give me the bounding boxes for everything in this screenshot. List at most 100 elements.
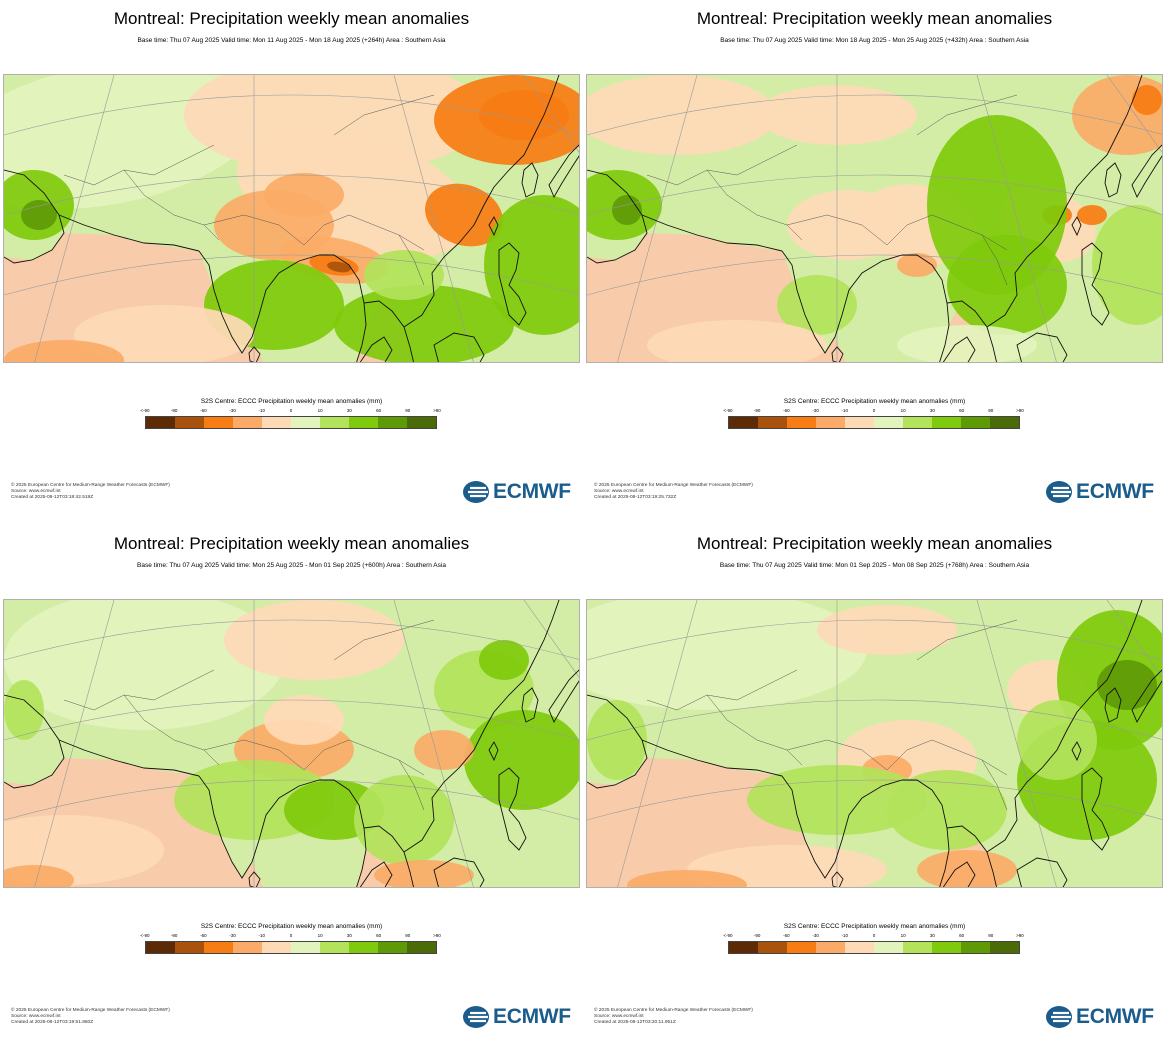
anomaly-map <box>3 599 580 888</box>
anomaly-region <box>224 600 404 680</box>
colorbar-segment <box>378 942 407 953</box>
coastline <box>831 346 844 362</box>
forecast-panel-3: Montreal: Precipitation weekly mean anom… <box>0 525 583 1050</box>
colorbar-tick-label: 10 <box>900 933 906 938</box>
anomaly-map <box>586 74 1163 363</box>
country-border <box>123 694 220 766</box>
anomaly-region <box>374 860 474 887</box>
footer-copyright: © 2025 European Centre for Medium-Range … <box>594 1008 753 1013</box>
colorbar-segment <box>262 942 291 953</box>
footer-source: Source: www.ecmwf.int <box>11 1013 61 1019</box>
coastline <box>548 669 579 724</box>
colorbar-segment <box>320 417 349 428</box>
colorbar-tick-label: -60 <box>200 408 207 413</box>
country-border <box>786 214 888 246</box>
coastline <box>587 694 648 789</box>
graticule-line <box>587 94 1162 136</box>
coastline <box>781 250 903 354</box>
colorbar-tick-label: >90 <box>1016 408 1024 413</box>
coastline <box>198 775 320 879</box>
footer-created: Created at 2025-08-12T03:20:11.951Z <box>594 1019 676 1025</box>
country-border <box>981 234 1008 286</box>
panel-subtitle: Base time: Thu 07 Aug 2025 Valid time: M… <box>137 562 446 569</box>
colorbar-segment <box>291 942 320 953</box>
anomaly-region <box>817 605 957 655</box>
colorbar-tick-label: 60 <box>959 933 965 938</box>
graticule-line <box>587 619 1162 661</box>
colorbar-title: S2S Centre: ECCC Precipitation weekly me… <box>783 398 966 405</box>
colorbar-tick-label: 0 <box>872 408 876 413</box>
colorbar-segment <box>175 417 204 428</box>
anomaly-region <box>1092 205 1162 325</box>
anomaly-region <box>1132 85 1162 115</box>
colorbar-tick-label: -30 <box>229 408 236 413</box>
anomaly-region <box>4 600 284 730</box>
coastline <box>521 687 539 723</box>
colorbar-tick-label: -10 <box>258 933 266 938</box>
colorbar-segment <box>204 942 233 953</box>
ecmwf-logo: ECMWF <box>1045 480 1160 504</box>
country-border <box>203 214 305 246</box>
coastline <box>831 871 844 887</box>
colorbar-tick-label: -90 <box>753 408 761 413</box>
anomaly-region <box>1017 700 1097 780</box>
anomaly-region <box>587 75 777 155</box>
footer-created: Created at 2025-08-12T03:19:25.732Z <box>594 494 677 500</box>
colorbar-tick-label: >90 <box>433 408 441 413</box>
colorbar-segment <box>874 417 903 428</box>
country-border <box>646 669 798 711</box>
footer-copyright: © 2025 European Centre for Medium-Range … <box>11 1008 170 1013</box>
anomaly-region <box>4 340 124 362</box>
graticule-line <box>976 600 1057 887</box>
footer-copyright: © 2025 European Centre for Medium-Range … <box>594 483 753 488</box>
coastline <box>58 214 200 252</box>
anomaly-region <box>425 183 503 247</box>
colorbar-segment <box>320 942 349 953</box>
colorbar-tick-label: -30 <box>229 933 236 938</box>
ecmwf-logo: ECMWF <box>462 1005 577 1029</box>
colorbar-segment <box>845 942 874 953</box>
colorbar-tick-label: -10 <box>258 408 266 413</box>
anomaly-region <box>484 195 579 335</box>
footer-credits: © 2025 European Centre for Medium-Range … <box>11 1008 170 1025</box>
country-border <box>123 169 220 241</box>
anomaly-region <box>917 850 1017 887</box>
colorbar-tick-label: >90 <box>433 933 441 938</box>
ecmwf-logo-icon <box>1046 481 1072 503</box>
country-border <box>916 619 1018 661</box>
footer-copyright: © 2025 European Centre for Medium-Range … <box>11 483 170 488</box>
coastline <box>1016 857 1068 887</box>
coastline <box>1131 144 1162 199</box>
anomaly-region <box>354 775 454 865</box>
colorbar-segment <box>845 417 874 428</box>
colorbar-title: S2S Centre: ECCC Precipitation weekly me… <box>200 398 383 405</box>
coastline <box>498 767 527 851</box>
colorbar-tick-label: -60 <box>783 408 790 413</box>
coastline <box>198 250 320 354</box>
colorbar-segment <box>787 942 816 953</box>
coastline <box>1071 741 1082 762</box>
coastline <box>1104 687 1122 723</box>
coastline <box>946 300 997 362</box>
coastline <box>4 169 65 264</box>
anomaly-region <box>1097 660 1157 710</box>
colorbar-ticks: <-90 -90 -60 -30 -10 0 10 30 60 90 >90 <box>723 933 1023 941</box>
colorbar-tick-label: <-90 <box>140 408 150 413</box>
coastline <box>1016 332 1068 362</box>
coastline <box>58 739 200 777</box>
panel-subtitle: Base time: Thu 07 Aug 2025 Valid time: M… <box>720 37 1029 44</box>
colorbar-tick-label: 0 <box>289 408 293 413</box>
footer-source: Source: www.ecmwf.int <box>11 488 61 494</box>
country-border <box>333 94 435 136</box>
graticule-line <box>1106 75 1162 153</box>
colorbar-segment <box>378 417 407 428</box>
coastline <box>986 600 1143 853</box>
coastline <box>363 825 414 887</box>
colorbar <box>145 416 437 429</box>
panel-subtitle: Base time: Thu 07 Aug 2025 Valid time: M… <box>719 562 1030 569</box>
colorbar-tick-label: 60 <box>376 408 382 413</box>
footer-created: Created at 2025-08-12T03:19:51.860Z <box>11 1019 94 1025</box>
country-border <box>916 94 1018 136</box>
graticule-line <box>523 600 579 678</box>
anomaly-region <box>1077 205 1107 225</box>
